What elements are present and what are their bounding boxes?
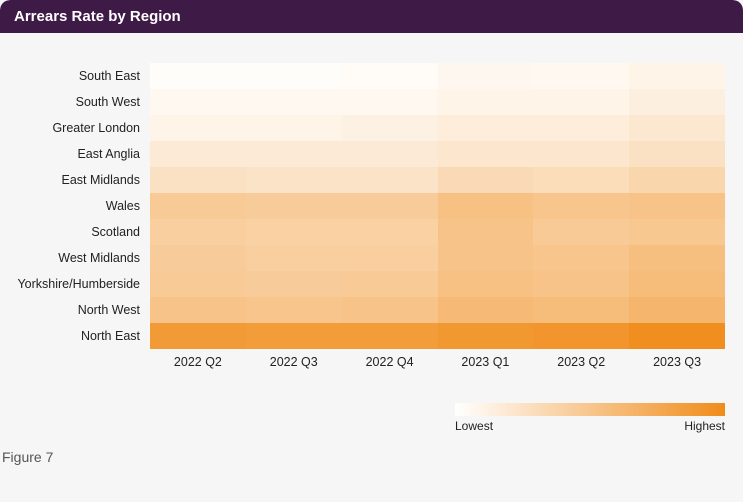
heatmap-cell xyxy=(150,297,246,323)
heatmap-cell xyxy=(629,115,725,141)
heatmap-cell xyxy=(150,245,246,271)
heatmap-cell xyxy=(533,193,629,219)
heatmap-cell xyxy=(246,323,342,349)
x-axis-label: 2022 Q3 xyxy=(246,351,342,369)
heatmap-cell xyxy=(438,89,534,115)
heatmap-cell xyxy=(342,271,438,297)
heatmap-cell xyxy=(438,219,534,245)
heatmap-cell xyxy=(629,193,725,219)
x-axis: 2022 Q22022 Q32022 Q42023 Q12023 Q22023 … xyxy=(8,351,725,369)
heatmap-cell xyxy=(342,63,438,89)
y-axis-label: Wales xyxy=(8,193,150,219)
heatmap-cell xyxy=(533,271,629,297)
heatmap-grid: South EastSouth WestGreater LondonEast A… xyxy=(8,63,725,349)
heatmap-cell xyxy=(629,297,725,323)
heatmap-cell xyxy=(438,63,534,89)
heatmap-cell xyxy=(629,245,725,271)
heatmap-cell xyxy=(629,271,725,297)
heatmap-cell xyxy=(342,141,438,167)
heatmap-cell xyxy=(438,245,534,271)
heatmap-cell xyxy=(342,167,438,193)
legend-wrap: Lowest Highest xyxy=(0,375,743,443)
heatmap-cell xyxy=(438,193,534,219)
legend-high-label: Highest xyxy=(684,419,725,433)
heatmap-cell xyxy=(246,219,342,245)
heatmap-cell xyxy=(438,167,534,193)
heatmap-cell xyxy=(438,271,534,297)
heatmap-cell xyxy=(246,141,342,167)
heatmap-cell xyxy=(533,63,629,89)
heatmap-cell xyxy=(150,167,246,193)
color-legend: Lowest Highest xyxy=(455,403,725,433)
heatmap-cell xyxy=(533,297,629,323)
heatmap-cell xyxy=(246,63,342,89)
heatmap-cell xyxy=(629,219,725,245)
y-axis-label: Yorkshire/Humberside xyxy=(8,271,150,297)
heatmap-cell xyxy=(629,63,725,89)
heatmap-cell xyxy=(533,219,629,245)
heatmap-cell xyxy=(438,297,534,323)
heatmap-cell xyxy=(246,115,342,141)
legend-low-label: Lowest xyxy=(455,419,493,433)
heatmap-cell xyxy=(246,167,342,193)
heatmap-cell xyxy=(246,193,342,219)
heatmap-cell xyxy=(150,219,246,245)
heatmap-cell xyxy=(150,271,246,297)
heatmap-cell xyxy=(342,323,438,349)
y-axis-label: North West xyxy=(8,297,150,323)
heatmap-cell xyxy=(246,271,342,297)
heatmap-cell xyxy=(533,323,629,349)
heatmap-cell xyxy=(533,167,629,193)
heatmap-cell xyxy=(629,141,725,167)
chart-area: South EastSouth WestGreater LondonEast A… xyxy=(0,33,743,375)
heatmap-cell xyxy=(246,245,342,271)
heatmap-cell xyxy=(150,193,246,219)
x-axis-label: 2022 Q4 xyxy=(342,351,438,369)
heatmap-cell xyxy=(342,297,438,323)
y-axis-label: South West xyxy=(8,89,150,115)
y-axis-label: Scotland xyxy=(8,219,150,245)
heatmap-cell xyxy=(438,323,534,349)
heatmap-cell xyxy=(438,141,534,167)
x-axis-label: 2023 Q1 xyxy=(438,351,534,369)
heatmap-cell xyxy=(342,115,438,141)
y-axis-label: East Midlands xyxy=(8,167,150,193)
legend-gradient-bar xyxy=(455,403,725,416)
heatmap-cell xyxy=(342,193,438,219)
y-axis-label: Greater London xyxy=(8,115,150,141)
card-title: Arrears Rate by Region xyxy=(14,8,181,25)
heatmap-cell xyxy=(533,245,629,271)
heatmap-cell xyxy=(533,89,629,115)
heatmap-cell xyxy=(246,297,342,323)
heatmap-cell xyxy=(150,115,246,141)
heatmap-cell xyxy=(150,323,246,349)
heatmap-cell xyxy=(438,115,534,141)
legend-labels: Lowest Highest xyxy=(455,419,725,433)
y-axis-label: West Midlands xyxy=(8,245,150,271)
heatmap-cell xyxy=(150,141,246,167)
heatmap-cell xyxy=(150,89,246,115)
heatmap-cell xyxy=(342,245,438,271)
y-axis-label: South East xyxy=(8,63,150,89)
heatmap-cell xyxy=(629,323,725,349)
heatmap-cell xyxy=(342,89,438,115)
x-axis-label: 2023 Q3 xyxy=(629,351,725,369)
y-axis-label: East Anglia xyxy=(8,141,150,167)
y-axis-label: North East xyxy=(8,323,150,349)
x-axis-label: 2022 Q2 xyxy=(150,351,246,369)
heatmap-cell xyxy=(629,89,725,115)
heatmap-cell xyxy=(629,167,725,193)
card-header: Arrears Rate by Region xyxy=(0,0,743,33)
heatmap-cell xyxy=(150,63,246,89)
chart-card: Arrears Rate by Region South EastSouth W… xyxy=(0,0,743,443)
heatmap-cell xyxy=(533,141,629,167)
x-axis-label: 2023 Q2 xyxy=(533,351,629,369)
heatmap-cell xyxy=(246,89,342,115)
heatmap-cell xyxy=(342,219,438,245)
figure-caption: Figure 7 xyxy=(0,443,743,465)
heatmap-cell xyxy=(533,115,629,141)
